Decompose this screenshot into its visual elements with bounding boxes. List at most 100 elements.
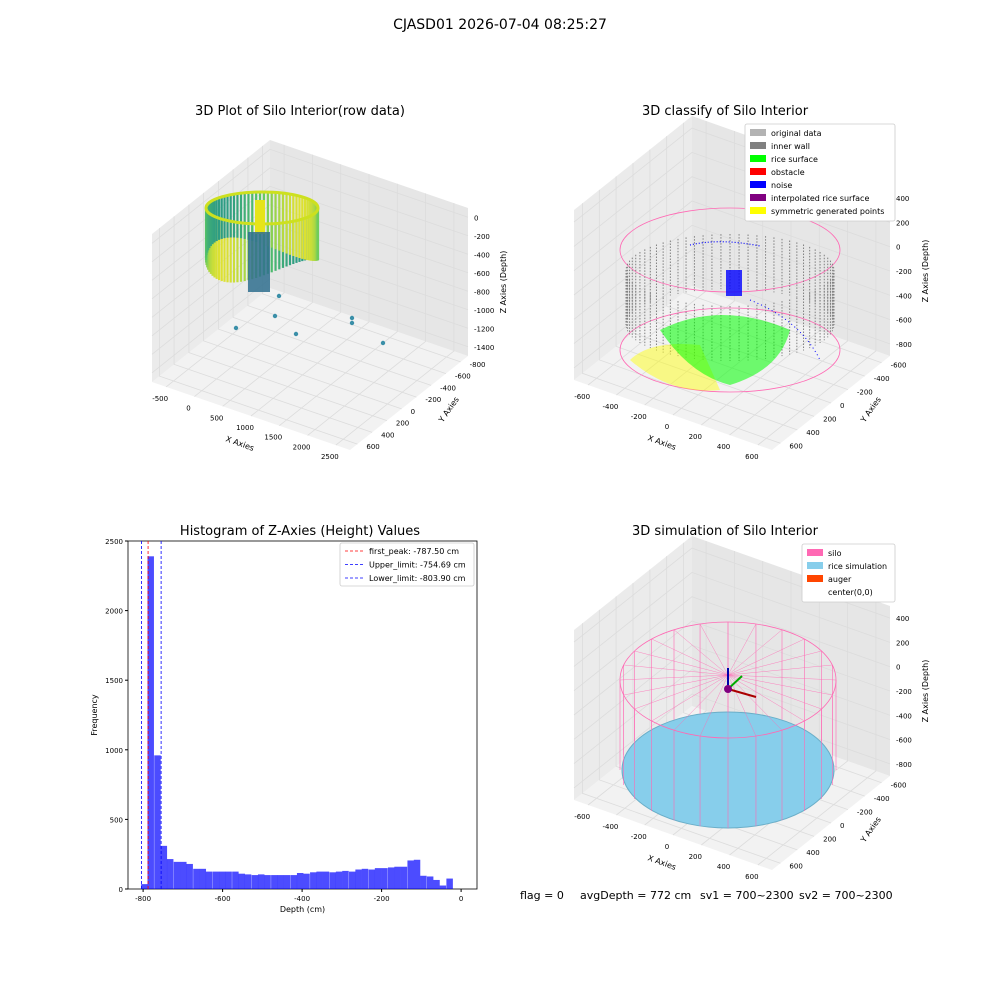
hist-bar (316, 871, 323, 889)
plot2-ygrid (582, 203, 781, 444)
plot4-silo-roof (727, 674, 833, 696)
plot4-title: 3D simulation of Silo Interior (632, 524, 818, 539)
plot4-legend-label: center(0,0) (828, 588, 873, 597)
hist-bar (244, 874, 252, 889)
plot2-xtick-label: -600 (574, 393, 590, 401)
hist-bar (355, 869, 362, 889)
hist-bar (271, 875, 278, 889)
hist-bar (205, 871, 213, 889)
plot1-xtick-label: 500 (210, 414, 223, 422)
plot1-ytick-label: 600 (366, 443, 379, 451)
hist-ytick-label: 1500 (105, 677, 123, 685)
hist-bar (342, 870, 349, 889)
plot2-ygrid (598, 189, 798, 431)
plot4-xtick-label: -200 (631, 833, 647, 841)
plot4-ztick-label: 400 (896, 615, 909, 623)
hist-legend-label: Upper_limit: -754.69 cm (369, 561, 466, 570)
plot1-center-column (248, 232, 270, 292)
plot1-xgrid (335, 203, 455, 446)
plot4-ytick-label: 600 (789, 862, 802, 870)
hist-bar (257, 874, 265, 889)
plot4-ytick-label: -200 (857, 809, 873, 817)
plot2-ztick-label: 400 (896, 195, 909, 203)
plot1-ztick-label: -200 (474, 233, 490, 241)
plot1-ygrid (158, 228, 358, 445)
plot4-legend-box (801, 543, 896, 603)
plot2-silo-bottom (619, 307, 841, 393)
plot2-legend-label: rice surface (771, 155, 818, 164)
plot1-ztick-label: 0 (474, 214, 478, 222)
plot2-legend-label: interpolated rice surface (771, 194, 869, 203)
hist-xtick-label: -400 (294, 895, 310, 903)
plot1-xtick-label: -500 (152, 395, 168, 403)
plot4-silo-roof (727, 650, 822, 676)
plot2-legend-box (744, 123, 896, 222)
plot4-silo-roof (673, 629, 729, 676)
plot2-ygrid (615, 176, 815, 417)
hist-group: -800 -600 -400 -200 0 0 500 1000 1500 2000 2500 Dep… (90, 538, 478, 914)
hist-bar (407, 860, 414, 889)
hist-bar (374, 868, 382, 889)
plot1-xgrid (222, 164, 342, 407)
plot1-stray-point (349, 320, 355, 326)
plot4-silo-roof (727, 664, 833, 676)
plot4-legend-swatch (807, 549, 823, 556)
hist-bar (381, 868, 388, 889)
hist-bar (166, 859, 174, 889)
hist-bar (335, 871, 343, 889)
plot4-silo-roof (727, 623, 757, 676)
plot2-ygrid (632, 163, 832, 404)
hist-bar (251, 875, 259, 889)
plot2-ytick-label: -400 (874, 375, 890, 383)
plot1-ztick-label: -600 (474, 270, 490, 278)
plot1-ztick-label: -1400 (474, 344, 494, 352)
plot4-ytick-label: 200 (823, 835, 836, 843)
plot4-ygrid (582, 623, 781, 864)
hist-bar (394, 866, 401, 889)
plot4-ytick-label: 0 (840, 822, 844, 830)
plot1-xtick-label: 2000 (293, 443, 311, 451)
plot4-silo-roof (727, 674, 805, 722)
hist-bar (212, 871, 220, 889)
plot2-xtick-label: -200 (631, 413, 647, 421)
plot4-legend-swatch (807, 575, 823, 582)
hist-bar (433, 879, 440, 889)
plot2-ygrid (666, 136, 865, 377)
plot2-noise-cluster (726, 270, 742, 296)
plot4-zgrid (573, 620, 891, 716)
plot2-ztick-label: -600 (896, 317, 912, 325)
hist-ytick-label: 2500 (105, 538, 123, 546)
plot1-xtick-label: 1500 (264, 434, 282, 442)
plot4-zaxis-label: Z Axies (Depth) (921, 660, 930, 723)
plot1-ygrid (203, 192, 402, 410)
hist-bar (361, 868, 369, 889)
hist-xtick-label: -800 (135, 895, 151, 903)
plot1-xgrid (307, 193, 427, 436)
plot1-zgrid (151, 148, 469, 244)
hist-bar (303, 873, 310, 889)
plot2-ztick-label: -800 (896, 341, 912, 349)
plot4-center-marker (724, 685, 732, 693)
plot2-legend-swatch (750, 168, 766, 175)
plot1-ytick-label: 0 (411, 408, 415, 416)
plot2-rice-surface (660, 315, 790, 385)
plot4-xaxis-label: X Axies (646, 853, 677, 872)
plot4-silo-roof (699, 674, 729, 737)
plot4-silo-roof (727, 674, 783, 731)
plot4-silo-roof (623, 674, 729, 696)
plot2-xtick-label: 600 (745, 453, 758, 461)
plot4-yaxis-label: Y Axies (858, 815, 883, 845)
hist-bar (322, 871, 330, 889)
plot2-xgrid (729, 171, 848, 436)
plot1-ygrid (262, 145, 461, 363)
hist-xaxis-label: Depth (cm) (280, 905, 325, 914)
hist-bar (193, 868, 200, 889)
plot4-zgrid (573, 669, 891, 764)
plot1-zgrid (151, 185, 469, 281)
plot4-silo-top (619, 621, 837, 739)
plot1-xtick-label: 1000 (236, 424, 254, 432)
hist-bar (368, 869, 375, 889)
plot4-silo-roof (727, 629, 783, 676)
plot4-xtick-label: 0 (665, 843, 669, 851)
plot4-zgrid (573, 693, 891, 789)
